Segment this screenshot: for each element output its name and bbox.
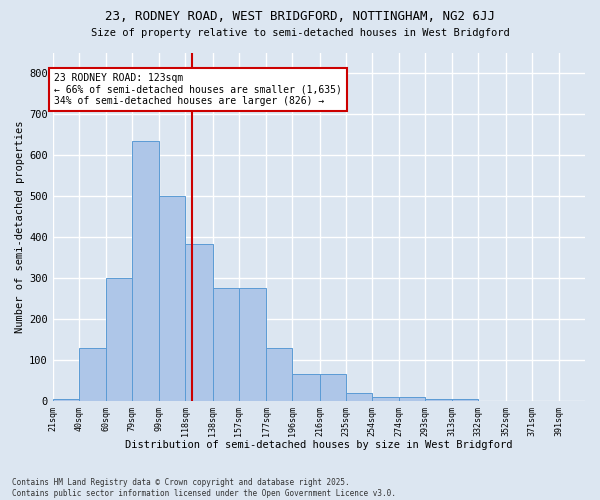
Bar <box>239 288 266 401</box>
Bar <box>346 393 371 401</box>
Text: Size of property relative to semi-detached houses in West Bridgford: Size of property relative to semi-detach… <box>91 28 509 38</box>
Text: Contains HM Land Registry data © Crown copyright and database right 2025.
Contai: Contains HM Land Registry data © Crown c… <box>12 478 396 498</box>
Bar <box>266 348 292 401</box>
X-axis label: Distribution of semi-detached houses by size in West Bridgford: Distribution of semi-detached houses by … <box>125 440 512 450</box>
Bar <box>399 397 425 401</box>
Text: 23 RODNEY ROAD: 123sqm
← 66% of semi-detached houses are smaller (1,635)
34% of : 23 RODNEY ROAD: 123sqm ← 66% of semi-det… <box>54 73 342 106</box>
Bar <box>213 288 239 401</box>
Y-axis label: Number of semi-detached properties: Number of semi-detached properties <box>15 120 25 333</box>
Bar <box>425 399 452 401</box>
Bar <box>320 374 346 401</box>
Bar <box>79 348 106 401</box>
Bar <box>292 374 320 401</box>
Bar <box>160 196 185 401</box>
Bar <box>106 278 132 401</box>
Bar <box>132 140 160 401</box>
Bar <box>371 397 399 401</box>
Bar <box>53 399 79 401</box>
Text: 23, RODNEY ROAD, WEST BRIDGFORD, NOTTINGHAM, NG2 6JJ: 23, RODNEY ROAD, WEST BRIDGFORD, NOTTING… <box>105 10 495 23</box>
Bar <box>185 244 213 401</box>
Bar <box>452 399 478 401</box>
